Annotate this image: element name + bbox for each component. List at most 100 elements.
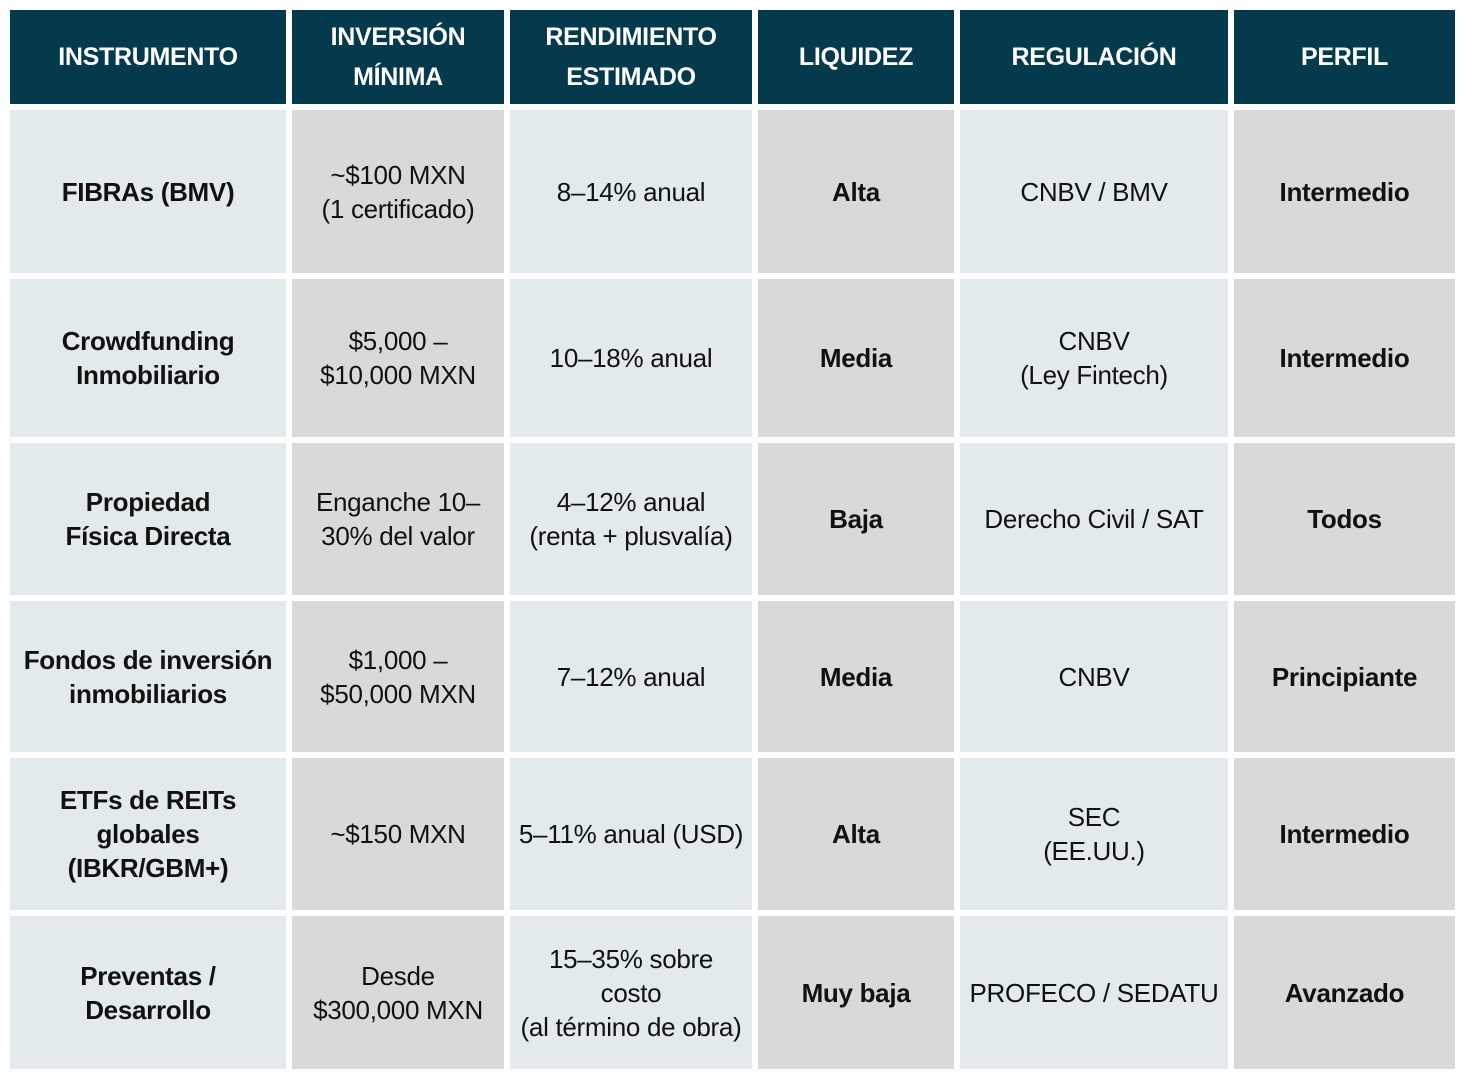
table-cell: 10–18% anual xyxy=(510,279,752,437)
table-cell: Alta xyxy=(758,758,954,910)
table-cell: FIBRAs (BMV) xyxy=(10,110,286,273)
cell-text: Avanzado xyxy=(1284,977,1405,1008)
table-cell: Enganche 10– 30% del valor xyxy=(292,443,504,595)
cell-text: globales xyxy=(96,819,200,849)
table-cell: Fondos de inversión inmobiliarios xyxy=(10,601,286,752)
table-cell: 4–12% anual (renta + plusvalía) xyxy=(510,443,752,595)
cell-text: $300,000 MXN xyxy=(313,994,483,1025)
table-cell: Crowdfunding Inmobiliario xyxy=(10,279,286,437)
table-cell: $1,000 – $50,000 MXN xyxy=(292,601,504,752)
cell-text: 10–18% anual xyxy=(549,343,713,373)
table-cell: Intermedio xyxy=(1234,110,1455,273)
table-cell: $5,000 – $10,000 MXN xyxy=(292,279,504,437)
table-cell: Intermedio xyxy=(1234,279,1455,437)
cell-text: $1,000 – xyxy=(348,644,448,675)
cell-text: INVERSIÓN xyxy=(330,23,466,51)
cell-text: Fondos de inversión xyxy=(23,644,273,675)
cell-text: Intermedio xyxy=(1279,176,1410,207)
cell-text: 5–11% anual (USD) xyxy=(518,819,744,849)
table-cell: ~$100 MXN (1 certificado) xyxy=(292,110,504,273)
cell-text: CNBV / BMV xyxy=(1020,176,1168,207)
cell-text: FIBRAs (BMV) xyxy=(61,176,235,207)
cell-text: 8–14% anual xyxy=(556,176,706,207)
cell-text: (1 certificado) xyxy=(321,193,475,224)
table-cell: LIQUIDEZ xyxy=(758,10,954,104)
table-cell: CNBV (Ley Fintech) xyxy=(960,279,1228,437)
cell-text: Media xyxy=(819,661,893,692)
cell-text: $5,000 – xyxy=(348,326,448,356)
table-cell: Desde $300,000 MXN xyxy=(292,916,504,1069)
cell-text: ETFs de REITs xyxy=(59,785,237,815)
cell-text: 15–35% sobre xyxy=(548,943,714,974)
table-cell: INSTRUMENTO xyxy=(10,10,286,104)
cell-text: Todos xyxy=(1307,504,1382,534)
table-cell: INVERSIÓN MÍNIMA xyxy=(292,10,504,104)
cell-text: (EE.UU.) xyxy=(1043,836,1145,866)
table-cell: Avanzado xyxy=(1234,916,1455,1069)
table-cell: 5–11% anual (USD) xyxy=(510,758,752,910)
cell-text: 30% del valor xyxy=(321,521,475,551)
table-cell: PERFIL xyxy=(1234,10,1455,104)
table-cell: Baja xyxy=(758,443,954,595)
table-cell: Muy baja xyxy=(758,916,954,1069)
cell-text: Enganche 10– xyxy=(315,487,481,517)
table-cell: Preventas / Desarrollo xyxy=(10,916,286,1069)
table-cell: REGULACIÓN xyxy=(960,10,1228,104)
cell-text: Baja xyxy=(829,504,883,534)
cell-text: Alta xyxy=(832,176,880,207)
cell-text: PERFIL xyxy=(1300,43,1389,71)
cell-text: costo xyxy=(600,977,662,1008)
cell-text: Crowdfunding xyxy=(61,326,235,356)
cell-text: LIQUIDEZ xyxy=(798,43,914,71)
cell-text: Muy baja xyxy=(801,977,911,1008)
table-cell: SEC (EE.UU.) xyxy=(960,758,1228,910)
cell-text: Alta xyxy=(832,819,880,849)
table-cell: Todos xyxy=(1234,443,1455,595)
cell-text: MÍNIMA xyxy=(353,63,443,91)
table-cell: Propiedad Física Directa xyxy=(10,443,286,595)
cell-text: $50,000 MXN xyxy=(320,678,476,709)
cell-text: Física Directa xyxy=(65,521,231,551)
table-cell: Media xyxy=(758,601,954,752)
cell-text: ESTIMADO xyxy=(566,63,696,91)
table-cell: Principiante xyxy=(1234,601,1455,752)
cell-text: PROFECO / SEDATU xyxy=(969,977,1219,1008)
cell-text: CNBV xyxy=(1058,326,1130,356)
cell-text: Propiedad xyxy=(85,487,211,517)
cell-text: Intermedio xyxy=(1279,343,1410,373)
table-cell: 7–12% anual xyxy=(510,601,752,752)
cell-text: ~$150 MXN xyxy=(330,819,466,849)
cell-text: 4–12% anual xyxy=(556,487,706,517)
table-cell: 15–35% sobre costo (al término de obra) xyxy=(510,916,752,1069)
cell-text: Inmobiliario xyxy=(76,360,220,390)
cell-text: (renta + plusvalía) xyxy=(529,521,733,551)
table-cell: ~$150 MXN xyxy=(292,758,504,910)
cell-text: Intermedio xyxy=(1279,819,1410,849)
table-cell: ETFs de REITs globales (IBKR/GBM+) xyxy=(10,758,286,910)
table-cell: Media xyxy=(758,279,954,437)
cell-text: Media xyxy=(819,343,893,373)
cell-text: Preventas / xyxy=(80,960,216,991)
cell-text: inmobiliarios xyxy=(69,678,227,709)
cell-text: Desarrollo xyxy=(85,994,211,1025)
cell-text: Desde xyxy=(361,960,435,991)
cell-text: (al término de obra) xyxy=(520,1011,742,1042)
cell-text: REGULACIÓN xyxy=(1011,43,1177,71)
cell-text: INSTRUMENTO xyxy=(58,43,238,71)
cell-text: Derecho Civil / SAT xyxy=(984,504,1204,534)
cell-text: SEC xyxy=(1067,802,1121,832)
table: INSTRUMENTO INVERSIÓN MÍNIMA RENDIMIENTO EST… xyxy=(10,10,1455,1069)
table-cell: CNBV xyxy=(960,601,1228,752)
cell-text: RENDIMIENTO xyxy=(545,23,717,51)
cell-text: (Ley Fintech) xyxy=(1020,360,1168,390)
cell-text: $10,000 MXN xyxy=(320,360,476,390)
table-cell: RENDIMIENTO ESTIMADO xyxy=(510,10,752,104)
cell-text: CNBV xyxy=(1058,661,1130,692)
table-cell: CNBV / BMV xyxy=(960,110,1228,273)
table-cell: Intermedio xyxy=(1234,758,1455,910)
table-cell: Alta xyxy=(758,110,954,273)
cell-text: (IBKR/GBM+) xyxy=(67,853,229,883)
cell-text: ~$100 MXN xyxy=(330,159,466,190)
cell-text: 7–12% anual xyxy=(556,661,706,692)
